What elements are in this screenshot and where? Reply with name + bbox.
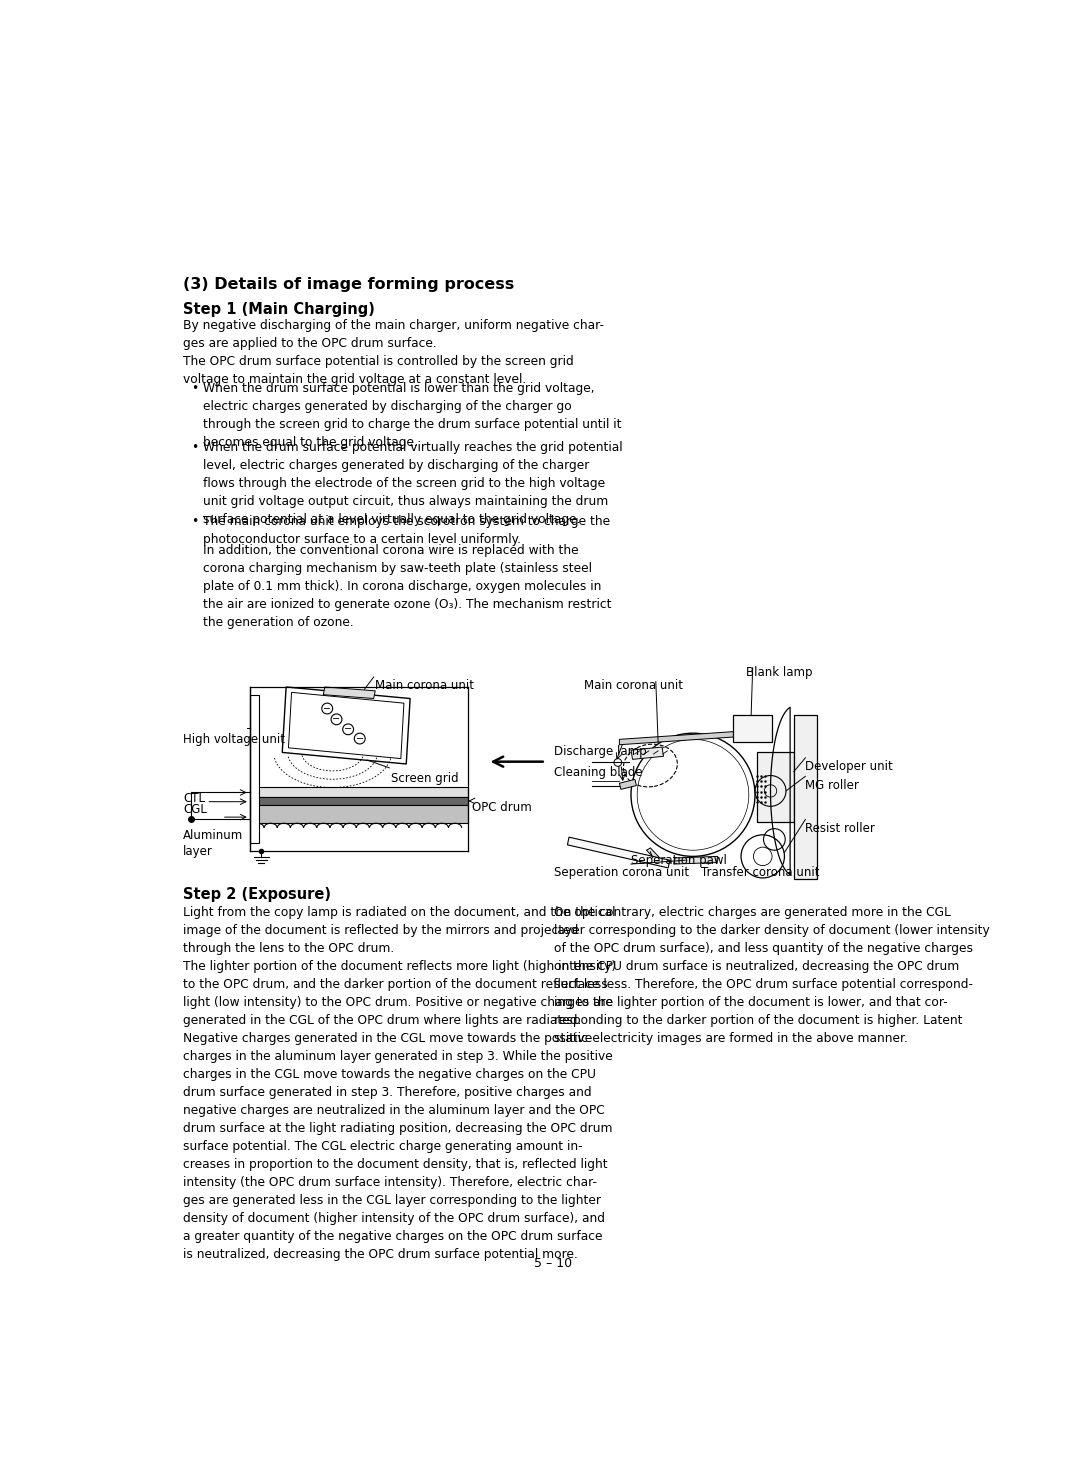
Text: Discharge lamp: Discharge lamp — [554, 744, 646, 758]
Text: On the contrary, electric charges are generated more in the CGL
layer correspond: On the contrary, electric charges are ge… — [554, 905, 989, 1044]
Text: Seperation corona unit: Seperation corona unit — [554, 867, 689, 879]
Bar — [249, 798, 469, 805]
Text: •: • — [191, 514, 198, 527]
Polygon shape — [619, 780, 636, 789]
Polygon shape — [674, 857, 718, 864]
Polygon shape — [794, 715, 816, 879]
Bar — [249, 805, 469, 823]
Text: −: − — [323, 703, 332, 713]
Text: (3) Details of image forming process: (3) Details of image forming process — [183, 278, 514, 292]
Text: •: • — [191, 440, 198, 453]
Text: Seperation pawl: Seperation pawl — [631, 854, 727, 867]
Text: 5 – 10: 5 – 10 — [535, 1257, 572, 1270]
Text: When the drum surface potential is lower than the grid voltage,
electric charges: When the drum surface potential is lower… — [203, 383, 622, 449]
Polygon shape — [619, 731, 733, 744]
Text: Step 2 (Exposure): Step 2 (Exposure) — [183, 888, 332, 902]
Polygon shape — [631, 747, 663, 759]
Text: Developer unit: Developer unit — [806, 761, 893, 772]
Text: Step 1 (Main Charging): Step 1 (Main Charging) — [183, 301, 375, 318]
Text: •: • — [191, 383, 198, 394]
Polygon shape — [567, 837, 670, 868]
Bar — [757, 752, 794, 821]
Text: Screen grid: Screen grid — [391, 771, 458, 784]
Text: The main corona unit employs the scorotron system to charge the
photoconductor s: The main corona unit employs the scorotr… — [203, 514, 610, 545]
Text: −: − — [345, 724, 352, 734]
Text: Cleaning blade: Cleaning blade — [554, 767, 643, 780]
Text: CTL: CTL — [183, 793, 205, 805]
Text: Transfer corona unit: Transfer corona unit — [701, 867, 820, 879]
Text: −: − — [333, 715, 340, 724]
Text: CGL: CGL — [183, 803, 207, 817]
Text: Resist roller: Resist roller — [806, 821, 875, 835]
Text: When the drum surface potential virtually reaches the grid potential
level, elec: When the drum surface potential virtuall… — [203, 440, 623, 526]
Text: Main corona unit: Main corona unit — [584, 679, 684, 693]
Bar — [733, 715, 772, 743]
Text: By negative discharging of the main charger, uniform negative char-
ges are appl: By negative discharging of the main char… — [183, 319, 604, 385]
Text: MG roller: MG roller — [806, 778, 860, 792]
Bar — [249, 787, 469, 798]
Text: Aluminum
layer: Aluminum layer — [183, 830, 243, 858]
Bar — [249, 694, 259, 843]
Text: OPC drum: OPC drum — [472, 801, 531, 814]
Text: Main corona unit: Main corona unit — [375, 679, 474, 693]
Polygon shape — [647, 848, 662, 863]
Polygon shape — [323, 687, 375, 699]
Text: −: − — [355, 734, 364, 743]
Text: Light from the copy lamp is radiated on the document, and the optical
image of t: Light from the copy lamp is radiated on … — [183, 905, 617, 1261]
Text: Blank lamp: Blank lamp — [745, 666, 812, 679]
Text: In addition, the conventional corona wire is replaced with the
corona charging m: In addition, the conventional corona wir… — [203, 544, 611, 629]
Text: High voltage unit: High voltage unit — [183, 733, 285, 746]
